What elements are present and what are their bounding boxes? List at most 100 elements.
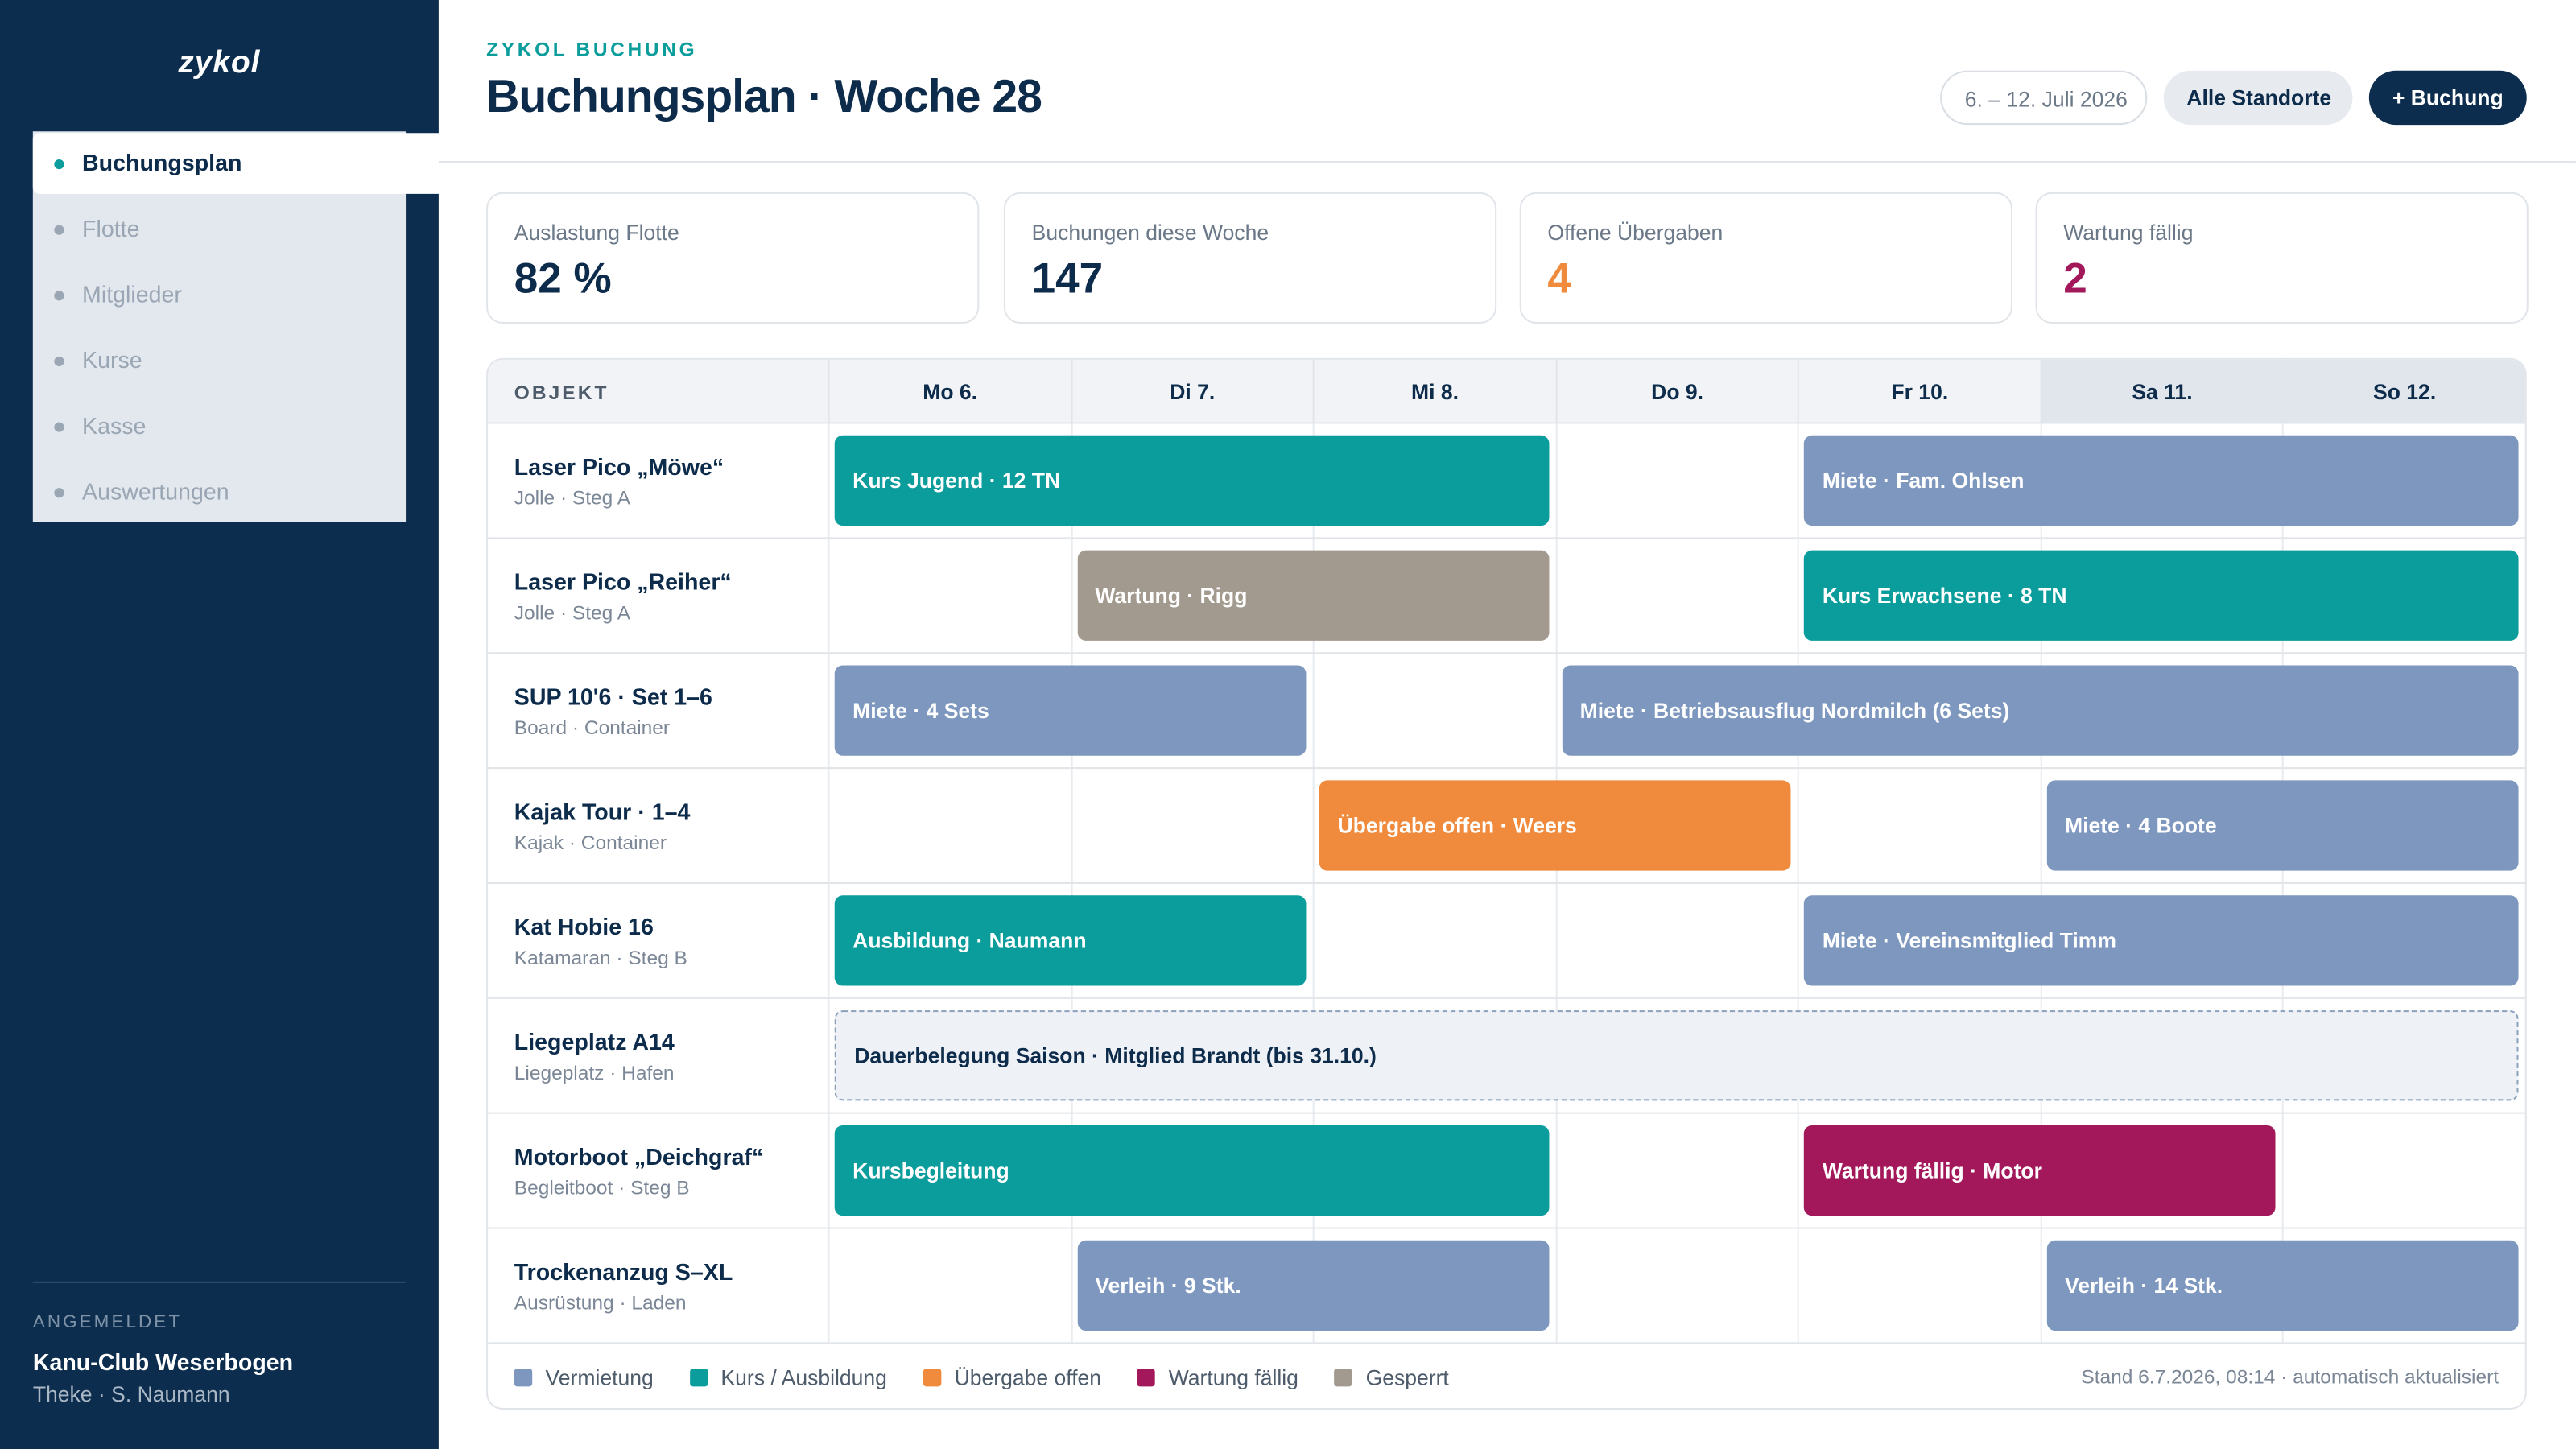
day-header: Sa 11. [2040,359,2283,424]
kpi-card: Buchungen diese Woche 147 [1003,192,1497,324]
account-label: ANGEMELDET [32,1312,183,1333]
object-sub: Kajak · Container [514,831,667,855]
legend-swatch [514,1368,533,1387]
booking[interactable]: Kurs Erwachsene · 8 TN [1804,550,2519,641]
booking[interactable]: Miete · 4 Sets [834,665,1307,756]
kpi-value: 147 [1031,253,1104,303]
schedule: OBJEKT Mo 6. Di 7. Mi 8. Do 9. Fr 10. Sa 11. So… [486,357,2527,1410]
day-divider [2040,423,2042,1344]
object-sub: Liegeplatz · Hafen [514,1061,675,1084]
booking[interactable]: Verleih · 9 Stk. [1076,1240,1549,1331]
booking[interactable]: Miete · Fam. Ohlsen [1804,435,2519,526]
object-header: OBJEKT [514,381,609,405]
object-name: Kajak Tour · 1–4 [514,798,691,825]
booking[interactable]: Dauerbelegung Saison · Mitglied Brandt (… [834,1010,2519,1101]
day-header: Fr 10. [1798,359,2040,424]
nav-label: Kasse [82,412,147,439]
legend-label: Vermietung [545,1364,654,1390]
nav-dot [54,225,64,235]
object-sub: Jolle · Steg A [514,601,631,625]
day-header: Mo 6. [828,359,1071,424]
kpi-value: 4 [1547,253,1571,303]
row-divider [488,1342,2525,1344]
nav-label: Kurse [82,346,142,374]
booking[interactable]: Verleih · 14 Stk. [2046,1240,2519,1331]
booking[interactable]: Miete · Vereinsmitglied Timm [1804,895,2519,986]
object-name: Laser Pico „Möwe“ [514,453,724,480]
row-divider [488,767,2525,770]
legend-label: Gesperrt [1365,1364,1449,1390]
row-divider [488,537,2525,539]
nav-dot [54,488,64,498]
object-name: Motorboot „Deichgraf“ [514,1143,764,1170]
kpi-value: 82 % [514,253,612,303]
nav-item[interactable]: Kasse [33,396,455,457]
nav-item[interactable]: Kurse [33,330,455,391]
legend-label: Wartung fällig [1168,1364,1298,1390]
date-range[interactable]: 6. – 12. Juli 2026 [1940,70,2148,126]
kpi-label: Buchungen diese Woche [1031,220,1269,246]
page-title: Buchungsplan · Woche 28 [486,70,1042,122]
nav-item[interactable]: Buchungsplan [32,133,456,194]
object-sub: Board · Container [514,716,671,740]
object-sub: Katamaran · Steg B [514,946,687,970]
legend-label: Übergabe offen [954,1364,1102,1390]
legend-swatch [689,1368,708,1387]
nav-label: Mitglieder [82,280,182,308]
object-name: SUP 10'6 · Set 1–6 [514,683,712,710]
booking[interactable]: Wartung fällig · Motor [1804,1125,2277,1216]
legend-swatch [1334,1368,1353,1387]
legend-label: Kurs / Ausbildung [720,1364,887,1390]
kpi-card: Auslastung Flotte 82 % [486,192,980,324]
nav-item[interactable]: Mitglieder [33,265,455,326]
sidebar: zykol Buchungsplan Flotte Mitglieder Kurse K… [0,0,456,1449]
booking[interactable]: Wartung · Rigg [1076,550,1549,641]
day-divider [828,423,830,1344]
row-divider [488,881,2525,884]
day-divider [1312,423,1315,1344]
location-button[interactable]: Alle Standorte [2163,70,2353,126]
booking[interactable]: Miete · Betriebsausflug Nordmilch (6 Set… [1562,665,2519,756]
account-org: Kanu-Club Weserbogen [32,1348,294,1376]
day-divider [1070,423,1072,1344]
booking[interactable]: Ausbildung · Naumann [834,895,1307,986]
divider [32,1281,407,1283]
object-sub: Begleitboot · Steg B [514,1176,690,1199]
day-header: Di 7. [1070,359,1313,424]
kpi-card: Offene Übergaben 4 [1519,192,2013,324]
day-header: So 12. [2282,359,2525,424]
booking[interactable]: Kurs Jugend · 12 TN [834,435,1549,526]
booking[interactable]: Übergabe offen · Weers [1319,780,1792,871]
legend-swatch [1137,1368,1156,1387]
booking[interactable]: Miete · 4 Boote [2046,780,2519,871]
add-button[interactable]: + Buchung [2368,70,2527,126]
nav-panel: Buchungsplan Flotte Mitglieder Kurse Kasse Au… [32,131,456,522]
day-header: Mi 8. [1312,359,1555,424]
object-sub: Jolle · Steg A [514,486,631,510]
day-header: Do 9. [1555,359,1798,424]
day-divider [2282,423,2285,1344]
row-divider [488,1112,2525,1114]
object-name: Liegeplatz A14 [514,1028,675,1055]
status: Stand 6.7.2026, 08:14 · automatisch aktu… [2081,1364,2500,1389]
nav-item[interactable]: Flotte [33,199,455,260]
nav-item[interactable]: Auswertungen [33,461,455,522]
kpi-value: 2 [2063,253,2087,303]
row-divider [488,997,2525,999]
object-name: Kat Hobie 16 [514,913,654,940]
nav-dot [54,422,64,432]
kpi-label: Wartung fällig [2063,220,2194,246]
nav-dot [54,291,64,301]
day-divider [1798,423,1800,1344]
legend-swatch [923,1368,942,1387]
object-name: Trockenanzug S–XL [514,1258,733,1285]
kpi-card: Wartung fällig 2 [2035,192,2529,324]
kpi-label: Offene Übergaben [1547,220,1724,246]
object-name: Laser Pico „Reiher“ [514,568,732,595]
nav-label: Flotte [82,215,140,242]
row-divider [488,1227,2525,1229]
booking[interactable]: Kursbegleitung [834,1125,1549,1216]
